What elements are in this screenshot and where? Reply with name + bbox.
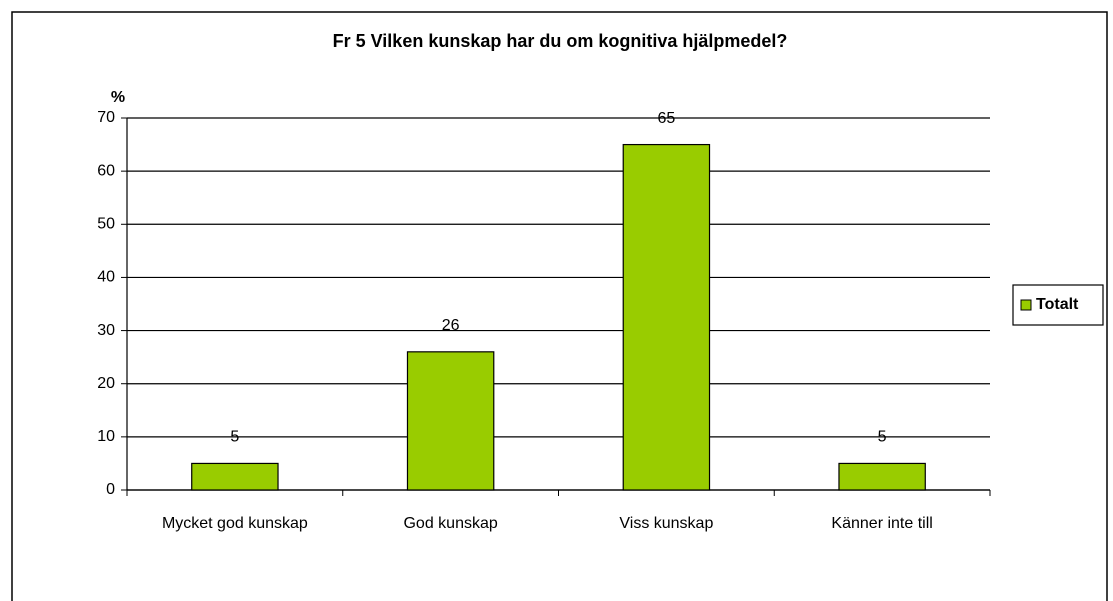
data-label: 65 [657, 110, 675, 127]
y-axis-label: % [111, 89, 125, 106]
bar [406, 351, 495, 491]
legend-label: Totalt [1036, 296, 1079, 313]
y-tick-label: 60 [97, 162, 115, 179]
y-tick-label: 10 [97, 428, 115, 445]
y-tick-label: 50 [97, 216, 115, 233]
x-tick-label: God kunskap [403, 515, 498, 532]
y-tick-label: 0 [106, 481, 115, 498]
x-tick-label: Känner inte till [831, 515, 933, 532]
bar [622, 143, 711, 491]
y-tick-label: 70 [97, 109, 115, 126]
chart-border [11, 11, 1108, 601]
data-label: 5 [230, 429, 239, 446]
y-tick-label: 40 [97, 269, 115, 286]
chart-title: Fr 5 Vilken kunskap har du om kognitiva … [333, 31, 788, 51]
data-label: 5 [878, 429, 887, 446]
bar [191, 462, 279, 491]
y-tick-label: 20 [97, 375, 115, 392]
y-tick-label: 30 [97, 322, 115, 339]
legend-swatch [1020, 299, 1032, 311]
x-tick-label: Viss kunskap [619, 515, 714, 532]
bar [838, 462, 926, 491]
data-label: 26 [442, 317, 460, 334]
x-tick-label: Mycket god kunskap [161, 515, 308, 532]
